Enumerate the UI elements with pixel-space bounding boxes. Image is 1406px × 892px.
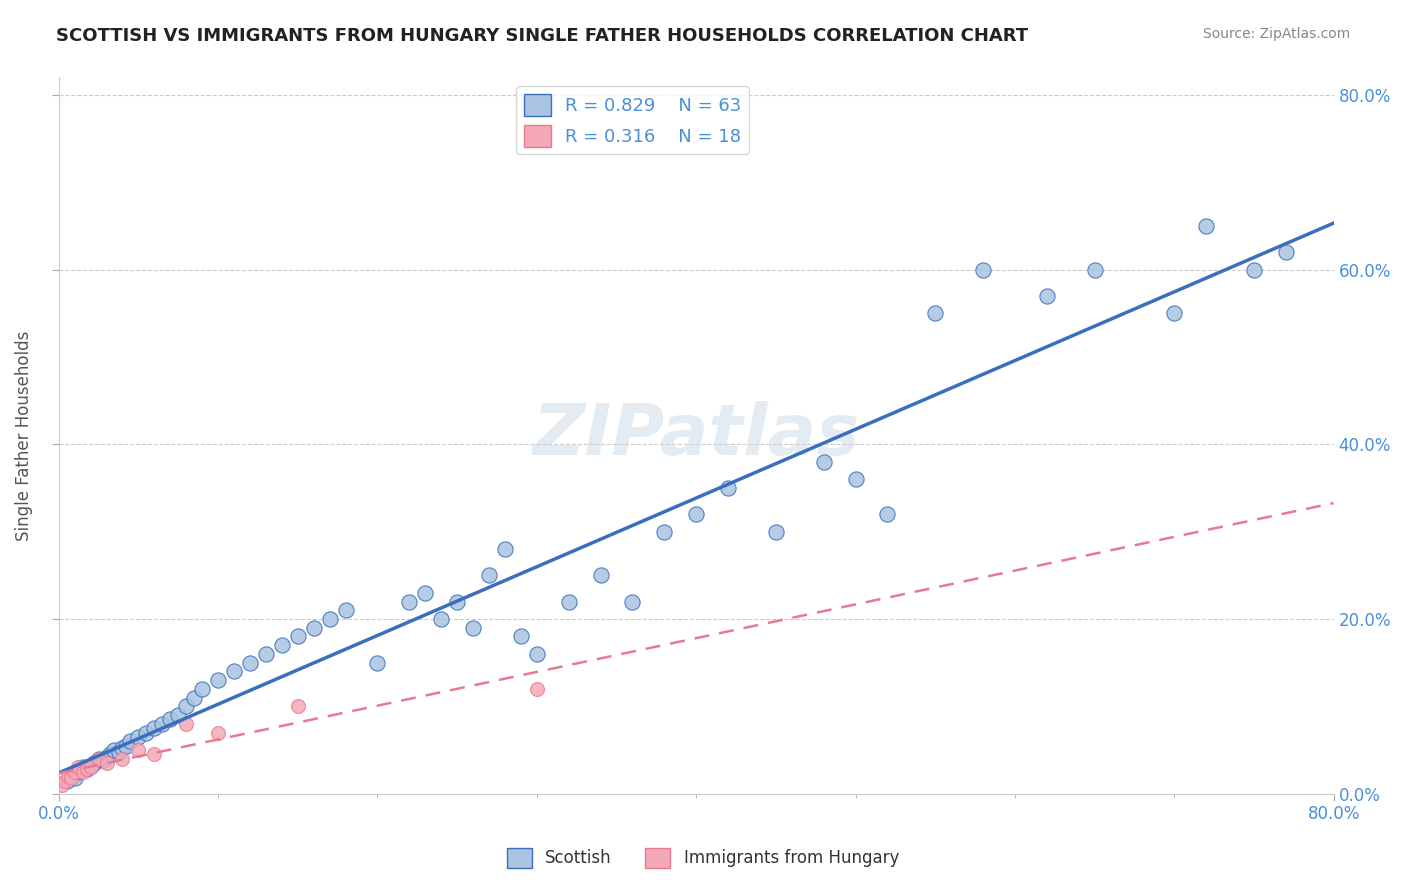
Point: [478, 568, 501, 582]
Point: [87, 752, 110, 766]
Point: [652, 524, 675, 539]
Point: [63, 771, 86, 785]
Point: [621, 594, 644, 608]
Point: [813, 455, 835, 469]
Point: [302, 621, 325, 635]
Point: [96, 756, 118, 770]
Point: [174, 699, 197, 714]
Point: [167, 708, 190, 723]
Point: [66, 764, 89, 779]
Point: [318, 612, 340, 626]
Point: [60, 769, 83, 783]
Point: [87, 752, 110, 766]
Point: [120, 734, 142, 748]
Point: [98, 747, 121, 762]
Point: [1195, 219, 1218, 233]
Y-axis label: Single Father Households: Single Father Households: [15, 330, 32, 541]
Point: [1163, 306, 1185, 320]
Point: [844, 472, 866, 486]
Point: [83, 756, 105, 770]
Point: [108, 745, 131, 759]
Point: [143, 721, 166, 735]
Point: [60, 771, 83, 785]
Point: [76, 762, 98, 776]
Point: [51, 778, 73, 792]
Point: [972, 262, 994, 277]
Point: [526, 681, 548, 696]
Point: [366, 656, 388, 670]
Point: [103, 743, 125, 757]
Point: [96, 750, 118, 764]
Point: [91, 754, 114, 768]
Point: [270, 638, 292, 652]
Point: [446, 594, 468, 608]
Point: [461, 621, 484, 635]
Legend: R = 0.829    N = 63, R = 0.316    N = 18: R = 0.829 N = 63, R = 0.316 N = 18: [516, 87, 748, 154]
Point: [191, 681, 214, 696]
Point: [557, 594, 579, 608]
Point: [685, 507, 707, 521]
Text: Source: ZipAtlas.com: Source: ZipAtlas.com: [1202, 27, 1350, 41]
Point: [79, 758, 101, 772]
Point: [66, 760, 89, 774]
Point: [717, 481, 740, 495]
Point: [335, 603, 357, 617]
Point: [72, 764, 94, 779]
Legend: Scottish, Immigrants from Hungary: Scottish, Immigrants from Hungary: [501, 841, 905, 875]
Point: [1036, 289, 1059, 303]
Point: [207, 725, 229, 739]
Point: [239, 656, 262, 670]
Point: [765, 524, 787, 539]
Point: [76, 762, 98, 776]
Point: [63, 764, 86, 779]
Point: [413, 586, 436, 600]
Point: [72, 760, 94, 774]
Point: [79, 760, 101, 774]
Point: [111, 741, 134, 756]
Point: [287, 699, 309, 714]
Text: ZIPatlas: ZIPatlas: [533, 401, 860, 470]
Point: [494, 542, 516, 557]
Point: [111, 752, 134, 766]
Point: [114, 739, 136, 753]
Point: [150, 716, 173, 731]
Point: [127, 743, 149, 757]
Point: [1243, 262, 1265, 277]
Point: [589, 568, 612, 582]
Point: [398, 594, 420, 608]
Point: [924, 306, 946, 320]
Point: [159, 713, 181, 727]
Point: [127, 730, 149, 744]
Point: [509, 630, 531, 644]
Point: [222, 665, 245, 679]
Point: [430, 612, 453, 626]
Point: [876, 507, 898, 521]
Point: [55, 773, 77, 788]
Point: [287, 630, 309, 644]
Point: [1084, 262, 1107, 277]
Point: [135, 725, 157, 739]
Point: [58, 769, 80, 783]
Point: [526, 647, 548, 661]
Point: [53, 773, 76, 788]
Point: [183, 690, 205, 705]
Point: [174, 716, 197, 731]
Text: SCOTTISH VS IMMIGRANTS FROM HUNGARY SINGLE FATHER HOUSEHOLDS CORRELATION CHART: SCOTTISH VS IMMIGRANTS FROM HUNGARY SING…: [56, 27, 1028, 45]
Point: [1275, 245, 1298, 260]
Point: [207, 673, 229, 687]
Point: [254, 647, 277, 661]
Point: [143, 747, 166, 762]
